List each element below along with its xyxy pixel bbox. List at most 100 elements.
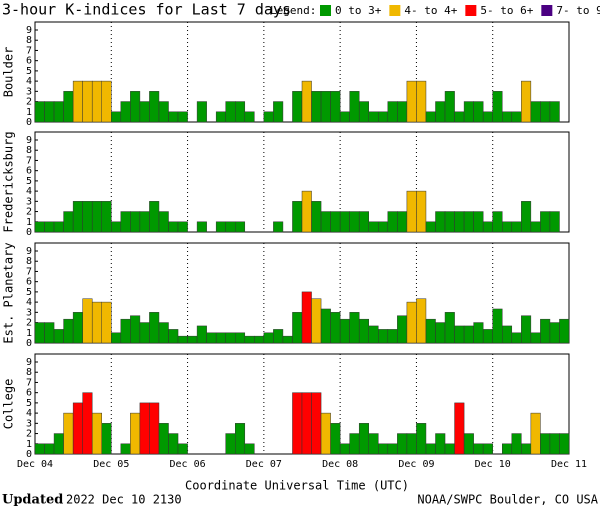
bar — [177, 335, 188, 344]
bar — [339, 443, 350, 455]
updated-time: 2022 Dec 10 2130 — [66, 493, 182, 507]
legend-label: 4- to 4+ — [404, 4, 457, 17]
bar — [244, 443, 255, 455]
x-axis-title: Coordinate Universal Time (UTC) — [185, 479, 409, 493]
bar — [397, 101, 408, 123]
bar — [120, 443, 131, 455]
bar — [244, 335, 255, 344]
bar — [549, 433, 560, 455]
bar — [111, 221, 122, 233]
bar — [435, 433, 446, 455]
bar — [444, 91, 455, 123]
y-tick-label: 5 — [26, 66, 32, 77]
bar — [530, 332, 541, 344]
y-tick-label: 6 — [26, 277, 32, 288]
y-tick-label: 1 — [26, 328, 32, 339]
bar — [463, 101, 474, 123]
bar — [320, 412, 331, 455]
bar — [349, 211, 360, 233]
bar — [149, 201, 160, 233]
bar — [473, 211, 484, 233]
bar — [292, 91, 303, 123]
credit: NOAA/SWPC Boulder, CO USA — [417, 493, 598, 507]
x-tick-label: Dec 06 — [170, 459, 206, 470]
bar — [549, 101, 560, 123]
bar — [34, 443, 45, 455]
bar — [111, 111, 122, 123]
bar — [540, 433, 551, 455]
bar — [34, 101, 45, 123]
bar — [215, 221, 226, 233]
bar — [530, 221, 541, 233]
bar — [482, 111, 493, 123]
bar — [473, 443, 484, 455]
bar — [378, 443, 389, 455]
bar — [549, 322, 560, 344]
bar — [225, 101, 236, 123]
bar — [292, 312, 303, 344]
bar — [44, 443, 55, 455]
y-tick-label: 2 — [26, 318, 32, 329]
bar — [511, 332, 522, 344]
bar — [521, 201, 532, 233]
y-tick-label: 3 — [26, 196, 32, 207]
y-tick-label: 8 — [26, 35, 32, 46]
bar — [502, 325, 513, 344]
y-tick-label: 6 — [26, 56, 32, 67]
bar — [149, 91, 160, 123]
bar — [425, 221, 436, 233]
bar — [320, 91, 331, 123]
bar — [387, 443, 398, 455]
bar — [292, 392, 303, 455]
bar — [139, 211, 150, 233]
bar — [235, 332, 246, 344]
y-tick-label: 0 — [26, 117, 32, 128]
bar — [540, 318, 551, 344]
bar — [397, 315, 408, 344]
bar — [225, 332, 236, 344]
bar — [82, 392, 93, 455]
bar — [435, 101, 446, 123]
bar — [330, 312, 341, 344]
bar — [34, 221, 45, 233]
bar — [482, 329, 493, 344]
bar — [44, 101, 55, 123]
bar — [406, 301, 417, 344]
bar — [82, 201, 93, 233]
bar — [139, 101, 150, 123]
legend-swatch — [541, 5, 553, 16]
y-tick-label: 7 — [26, 266, 32, 277]
bar — [425, 111, 436, 123]
y-tick-label: 5 — [26, 287, 32, 298]
bar — [378, 221, 389, 233]
bar — [559, 433, 570, 455]
bar — [454, 402, 465, 455]
bar — [177, 443, 188, 455]
bar — [397, 433, 408, 455]
bar — [101, 423, 112, 455]
x-tick-label: Dec 10 — [475, 459, 511, 470]
bar — [358, 318, 370, 344]
y-tick-label: 0 — [26, 338, 32, 349]
bar — [158, 322, 169, 344]
bar — [91, 412, 103, 455]
bar — [120, 101, 131, 123]
y-tick-label: 3 — [26, 418, 32, 429]
bar — [206, 332, 217, 344]
bar — [263, 332, 274, 344]
x-tick-label: Dec 09 — [398, 459, 434, 470]
bar — [177, 111, 188, 123]
y-axis-label: Boulder — [2, 47, 16, 98]
y-tick-label: 9 — [26, 25, 32, 36]
bar — [330, 211, 341, 233]
y-tick-label: 8 — [26, 256, 32, 267]
bar — [63, 91, 74, 123]
x-tick-label: Dec 05 — [93, 459, 129, 470]
bar — [444, 211, 455, 233]
bar — [482, 221, 493, 233]
y-tick-label: 9 — [26, 357, 32, 368]
bar — [130, 91, 141, 123]
bar — [44, 322, 55, 344]
y-tick-label: 0 — [26, 449, 32, 460]
bar — [358, 101, 370, 123]
